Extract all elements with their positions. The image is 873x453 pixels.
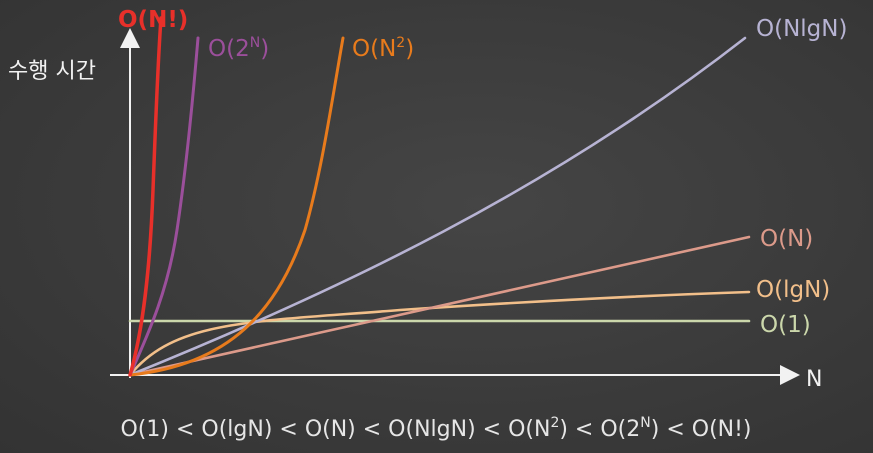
- y-axis-label: 수행 시간: [8, 59, 96, 84]
- series-label-const: O(1): [760, 312, 811, 338]
- curve-nfact: [128, 16, 163, 377]
- x-axis-label: N: [806, 367, 822, 392]
- curves-group: [128, 16, 751, 377]
- series-labels-group: O(N!) O(2N) O(N2) O(NlgN) O(N) O(lgN) O(1): [118, 7, 847, 338]
- series-label-exp: O(2N): [208, 35, 269, 62]
- curve-exp: [128, 36, 200, 377]
- series-label-log: O(lgN): [756, 277, 830, 303]
- curve-log: [128, 290, 751, 377]
- curve-lin: [128, 235, 751, 377]
- series-label-lin: O(N): [760, 226, 813, 252]
- series-label-nlogn: O(NlgN): [756, 16, 847, 42]
- series-label-sq: O(N2): [352, 35, 414, 62]
- curve-nlogn: [128, 36, 747, 377]
- complexity-order-line: O(1) < O(lgN) < O(N) < O(NlgN) < O(N2) <…: [120, 415, 751, 442]
- series-label-nfact: O(N!): [118, 7, 188, 33]
- curve-sq: [128, 36, 345, 377]
